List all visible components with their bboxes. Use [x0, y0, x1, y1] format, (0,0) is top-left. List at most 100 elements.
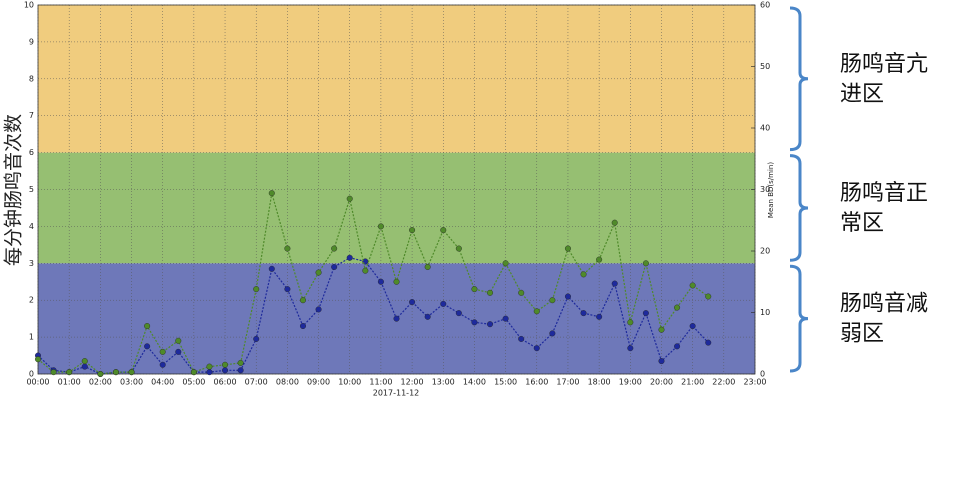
data-point: [518, 289, 525, 296]
data-point: [81, 358, 88, 365]
x-tick-label: 18:00: [588, 378, 611, 387]
data-point: [564, 245, 571, 252]
data-point: [159, 361, 166, 368]
data-point: [237, 359, 244, 366]
x-tick-label: 05:00: [182, 378, 205, 387]
series-line: [37, 257, 709, 375]
x-tick-label: 09:00: [307, 378, 330, 387]
data-point: [284, 286, 291, 293]
data-point: [658, 358, 665, 365]
y-tick-label: 3: [29, 259, 34, 268]
annotation: 弱区: [840, 322, 884, 347]
data-point: [377, 223, 384, 230]
data-point: [502, 260, 509, 267]
x-tick-label: 16:00: [525, 378, 548, 387]
data-point: [674, 304, 681, 311]
x-tick-label: 20:00: [650, 378, 673, 387]
annotation: 肠鸣音减: [840, 292, 928, 317]
data-point: [409, 299, 416, 306]
data-point: [206, 369, 213, 376]
data-point: [518, 335, 525, 342]
data-point: [455, 245, 462, 252]
x-tick-label: 07:00: [245, 378, 268, 387]
data-point: [642, 310, 649, 317]
data-point: [705, 293, 712, 300]
data-point: [424, 263, 431, 270]
x-tick-label: 15:00: [494, 378, 517, 387]
data-point: [689, 323, 696, 330]
data-point: [627, 319, 634, 326]
annotation: 肠鸣音正: [840, 181, 928, 206]
data-point: [549, 330, 556, 337]
y2-tick-label: 20: [760, 247, 770, 256]
y-tick-label: 2: [29, 296, 34, 305]
x-tick-label: 22:00: [712, 378, 735, 387]
annotation: 常区: [840, 211, 884, 236]
data-point: [455, 310, 462, 317]
y-tick-label: 10: [24, 1, 34, 10]
data-point: [393, 278, 400, 285]
data-point: [580, 310, 587, 317]
data-point: [222, 361, 229, 368]
data-point: [299, 297, 306, 304]
y-tick-label: 1: [29, 333, 34, 342]
data-point: [346, 195, 353, 202]
series-line: [37, 193, 709, 375]
y-tick-label: 9: [29, 37, 34, 46]
data-point: [175, 348, 182, 355]
y-tick-label: 5: [29, 185, 34, 194]
data-point: [533, 345, 540, 352]
x-tick-label: 12:00: [401, 378, 424, 387]
x-tick-label: 00:00: [26, 378, 49, 387]
data-point: [222, 367, 229, 374]
data-point: [549, 297, 556, 304]
data-point: [175, 337, 182, 344]
data-point: [362, 267, 369, 274]
y2-tick-label: 0: [760, 370, 765, 379]
data-point: [642, 260, 649, 267]
data-point: [440, 227, 447, 234]
data-point: [596, 256, 603, 263]
data-point: [315, 269, 322, 276]
data-point: [315, 306, 322, 313]
data-point: [346, 254, 353, 261]
data-point: [112, 369, 119, 376]
x-tick-label: 19:00: [619, 378, 642, 387]
data-point: [35, 356, 42, 363]
data-point: [377, 278, 384, 285]
data-point: [253, 335, 260, 342]
band: [38, 152, 755, 264]
data-point: [253, 286, 260, 293]
data-point: [471, 286, 478, 293]
y2-tick-label: 60: [760, 1, 770, 10]
x-tick-label: 10:00: [338, 378, 361, 387]
data-point: [190, 369, 197, 376]
x-tick-label: 11:00: [369, 378, 392, 387]
x-tick-label: 21:00: [681, 378, 704, 387]
y2-tick-label: 40: [760, 124, 770, 133]
y2-tick-label: 50: [760, 62, 770, 71]
data-point: [487, 289, 494, 296]
annotation: 进区: [840, 82, 884, 107]
data-point: [502, 315, 509, 322]
data-point: [299, 323, 306, 330]
data-point: [409, 227, 416, 234]
y2-tick-label: 30: [760, 185, 770, 194]
y-tick-label: 4: [29, 222, 34, 231]
x-tick-label: 02:00: [89, 378, 112, 387]
data-point: [580, 271, 587, 278]
bracket: [789, 6, 809, 152]
data-point: [144, 323, 151, 330]
x-tick-label: 08:00: [276, 378, 299, 387]
data-point: [658, 326, 665, 333]
x-tick-label: 06:00: [214, 378, 237, 387]
data-point: [331, 263, 338, 270]
data-point: [705, 339, 712, 346]
data-point: [66, 369, 73, 376]
data-point: [268, 265, 275, 272]
bracket: [789, 154, 809, 262]
data-point: [487, 321, 494, 328]
data-point: [144, 343, 151, 350]
plot-frame: [37, 4, 756, 375]
